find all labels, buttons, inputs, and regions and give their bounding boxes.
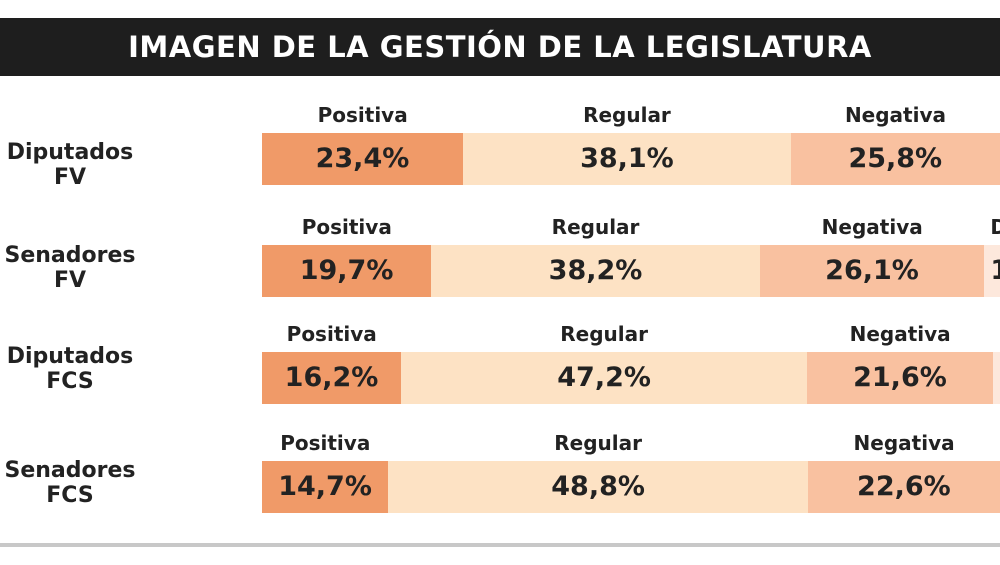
- row-label-line2: FCS: [46, 369, 94, 394]
- series-label: Regular: [551, 215, 640, 239]
- row-label-line2: FV: [53, 165, 87, 190]
- series-label: Negativa: [821, 215, 923, 239]
- value-label: 47,2%: [557, 362, 651, 393]
- value-label: 14,7%: [278, 471, 372, 502]
- bar-segment-positiva: [262, 352, 402, 404]
- row-label-line1: Diputados: [6, 344, 134, 369]
- row-label-line1: Senadores: [4, 243, 136, 268]
- bar-segment-negativa: [759, 245, 985, 297]
- bar-segment-positiva: [262, 245, 432, 297]
- value-label: 16: [990, 255, 1000, 286]
- row-label: Senadores FCS: [0, 458, 140, 508]
- series-label: Des: [990, 215, 1000, 239]
- value-label: 23,4%: [315, 143, 410, 174]
- bar-segment-negativa: [790, 133, 1000, 185]
- series-label: Negativa: [853, 431, 955, 455]
- chart-title: IMAGEN DE LA GESTIÓN DE LA LEGISLATURA: [128, 30, 872, 64]
- value-label: 19,7%: [299, 255, 394, 286]
- value-label: 38,1%: [580, 143, 674, 174]
- value-label: 21,6%: [853, 362, 947, 393]
- bar-segment-positiva: [262, 461, 389, 513]
- top-margin: [0, 0, 1000, 18]
- row-label-line2: FV: [53, 268, 87, 293]
- series-label: Negativa: [844, 103, 947, 127]
- value-label: 16,2%: [284, 362, 379, 393]
- title-bar: IMAGEN DE LA GESTIÓN DE LA LEGISLATURA: [0, 18, 1000, 76]
- row-label: Diputados FV: [0, 140, 140, 190]
- row-label-line1: Diputados: [6, 140, 134, 165]
- series-label: Negativa: [849, 322, 951, 346]
- bar-segment-des: [984, 245, 1000, 297]
- value-label: 25,8%: [848, 143, 943, 174]
- row-label-line2: FCS: [46, 483, 94, 508]
- value-label: 48,8%: [551, 471, 645, 502]
- row-label: Senadores FV: [0, 243, 140, 293]
- series-label: Regular: [583, 103, 671, 127]
- series-label: Positiva: [317, 103, 408, 127]
- value-label: 26,1%: [825, 255, 919, 286]
- bar-segment-des: [993, 352, 1000, 404]
- value-label: 22,6%: [857, 471, 951, 502]
- bar-segment-regular: [401, 352, 808, 404]
- bar-segment-regular: [388, 461, 809, 513]
- value-label: 38,2%: [548, 255, 643, 286]
- bottom-rule: [0, 543, 1000, 547]
- series-label: Positiva: [280, 431, 371, 455]
- bar-segment-regular: [463, 133, 791, 185]
- row-label-line1: Senadores: [4, 458, 136, 483]
- series-label: Positiva: [286, 322, 377, 346]
- series-label: Positiva: [301, 215, 392, 239]
- bar-segment-negativa: [807, 352, 993, 404]
- series-label: Regular: [554, 431, 642, 455]
- bar-segment-regular: [431, 245, 760, 297]
- bar-segment-negativa: [808, 461, 1000, 513]
- series-label: Regular: [560, 322, 648, 346]
- row-label: Diputados FCS: [0, 344, 140, 394]
- bar-segment-positiva: [262, 133, 464, 185]
